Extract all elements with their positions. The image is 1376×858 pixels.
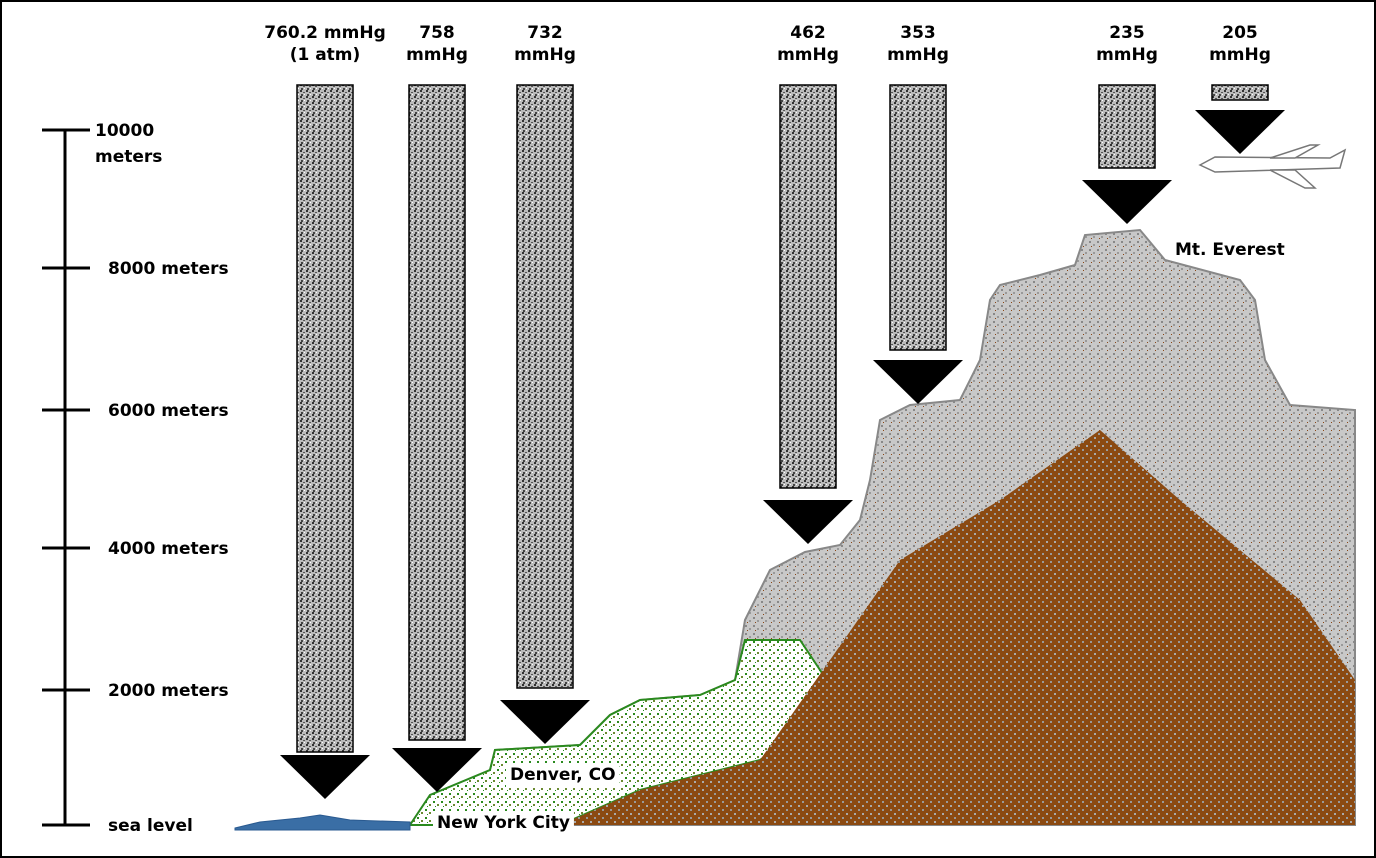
airplane xyxy=(1200,145,1345,188)
pressure-arrow xyxy=(500,700,590,744)
pressure-label: mmHg xyxy=(406,45,468,65)
pressure-label: mmHg xyxy=(887,45,949,65)
air-column xyxy=(1099,85,1155,168)
pressure-label: 462 xyxy=(790,23,826,43)
air-column xyxy=(780,85,836,488)
pressure-arrow xyxy=(873,360,963,404)
pressure-label: (1 atm) xyxy=(290,45,361,65)
pressure-arrow xyxy=(1082,180,1172,224)
pressure-label: 235 xyxy=(1109,23,1145,43)
pressure-label: mmHg xyxy=(1096,45,1158,65)
place-label: New York City xyxy=(437,813,570,833)
pressure-label: 205 xyxy=(1222,23,1258,43)
pressure-label: 758 xyxy=(419,23,455,43)
scale-label: 10000 xyxy=(95,121,154,141)
place-label: Mt. Everest xyxy=(1175,240,1285,260)
pressure-label: 353 xyxy=(900,23,936,43)
pressure-arrow xyxy=(1195,110,1285,154)
scale-label: 6000 meters xyxy=(108,401,229,421)
scale-label: 2000 meters xyxy=(108,681,229,701)
air-column xyxy=(297,85,353,752)
pressure-arrow xyxy=(763,500,853,544)
pressure-label: 760.2 mmHg xyxy=(264,23,386,43)
pressure-label: 732 xyxy=(527,23,563,43)
scale-label: 8000 meters xyxy=(108,259,229,279)
pressure-label: mmHg xyxy=(514,45,576,65)
sea xyxy=(235,815,410,830)
air-column xyxy=(517,85,573,688)
diagram: 760.2 mmHg(1 atm)758mmHg732mmHg462mmHg35… xyxy=(0,0,1376,858)
place-label: Denver, CO xyxy=(510,765,616,785)
pressure-arrow xyxy=(280,755,370,799)
pressure-label: mmHg xyxy=(777,45,839,65)
pressure-label: mmHg xyxy=(1209,45,1271,65)
air-column xyxy=(890,85,946,350)
scale-label: sea level xyxy=(108,816,193,836)
page: 760.2 mmHg(1 atm)758mmHg732mmHg462mmHg35… xyxy=(0,0,1376,858)
scale-label: 4000 meters xyxy=(108,539,229,559)
air-column xyxy=(409,85,465,740)
air-column xyxy=(1212,85,1268,100)
scale-label: meters xyxy=(95,147,162,167)
